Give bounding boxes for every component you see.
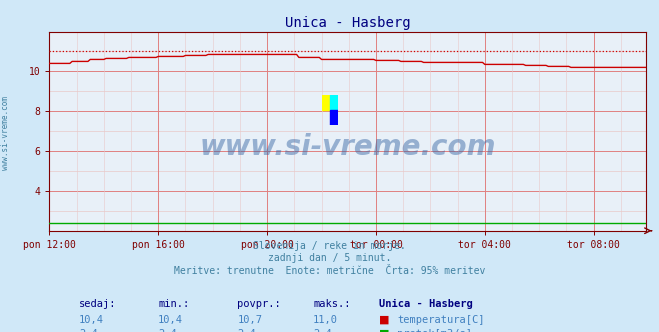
Text: maks.:: maks.: bbox=[313, 299, 351, 309]
Text: min.:: min.: bbox=[158, 299, 189, 309]
Text: zadnji dan / 5 minut.: zadnji dan / 5 minut. bbox=[268, 253, 391, 263]
Text: Unica - Hasberg: Unica - Hasberg bbox=[379, 299, 473, 309]
Text: 10,7: 10,7 bbox=[237, 315, 262, 325]
Text: 11,0: 11,0 bbox=[313, 315, 338, 325]
Bar bbox=[330, 95, 338, 110]
Title: Unica - Hasberg: Unica - Hasberg bbox=[285, 16, 411, 30]
Text: ■: ■ bbox=[379, 329, 389, 332]
Text: 2,4: 2,4 bbox=[158, 329, 177, 332]
Text: sedaj:: sedaj: bbox=[79, 299, 117, 309]
Text: Meritve: trenutne  Enote: metrične  Črta: 95% meritev: Meritve: trenutne Enote: metrične Črta: … bbox=[174, 266, 485, 276]
Text: Slovenija / reke in morje.: Slovenija / reke in morje. bbox=[253, 241, 406, 251]
Text: www.si-vreme.com: www.si-vreme.com bbox=[200, 133, 496, 161]
Text: 10,4: 10,4 bbox=[79, 315, 104, 325]
Text: ■: ■ bbox=[379, 315, 389, 325]
Bar bbox=[322, 95, 330, 110]
Text: 2,4: 2,4 bbox=[79, 329, 98, 332]
Bar bbox=[330, 110, 338, 124]
Text: povpr.:: povpr.: bbox=[237, 299, 281, 309]
Text: temperatura[C]: temperatura[C] bbox=[397, 315, 485, 325]
Text: pretok[m3/s]: pretok[m3/s] bbox=[397, 329, 473, 332]
Text: 10,4: 10,4 bbox=[158, 315, 183, 325]
Text: 2,4: 2,4 bbox=[313, 329, 331, 332]
Text: 2,4: 2,4 bbox=[237, 329, 256, 332]
Text: www.si-vreme.com: www.si-vreme.com bbox=[1, 96, 10, 170]
